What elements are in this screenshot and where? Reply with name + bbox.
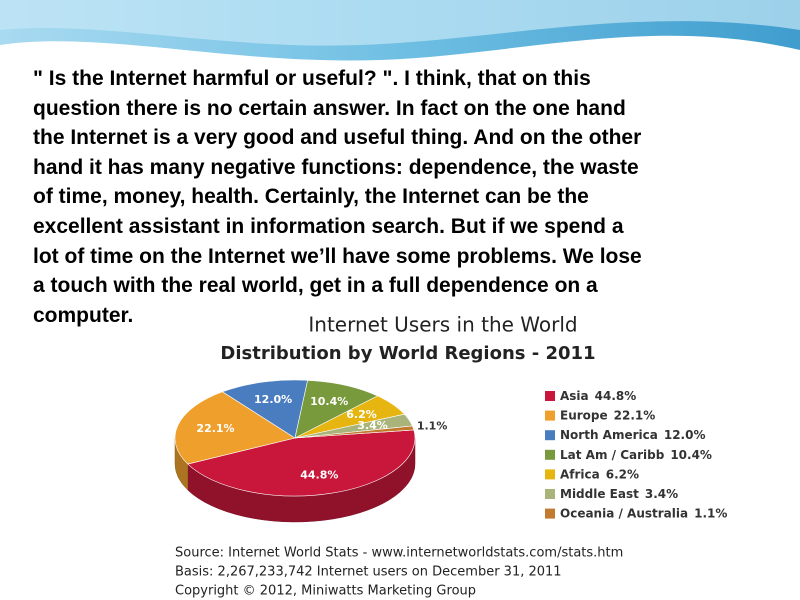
- text-line: question there is no certain answer. In …: [33, 96, 626, 120]
- legend-label: Africa 6.2%: [560, 467, 639, 481]
- text-line: hand it has many negative functions: dep…: [33, 155, 639, 179]
- chart-subtitle: Distribution by World Regions - 2011: [220, 343, 595, 364]
- legend-swatch: [545, 391, 555, 401]
- legend-value: 22.1%: [614, 408, 656, 422]
- text-line: a touch with the real world, get in a fu…: [33, 274, 598, 298]
- legend-label: Middle East 3.4%: [560, 487, 678, 501]
- legend-label: Lat Am / Caribb 10.4%: [560, 447, 712, 461]
- legend-category: Europe: [560, 408, 608, 422]
- text-line: the Internet is a very good and useful t…: [33, 126, 642, 150]
- legend-swatch: [545, 489, 555, 499]
- pie-slice: [221, 379, 308, 439]
- slice-label: 10.4%: [310, 395, 348, 408]
- pie-slice: [294, 425, 415, 439]
- slice-label: 22.1%: [196, 422, 234, 435]
- pie-slice: [187, 429, 416, 497]
- source-line: Source: Internet World Stats - www.inter…: [175, 546, 623, 561]
- source-line: Basis: 2,267,233,742 Internet users on D…: [175, 565, 562, 580]
- slice-label: 6.2%: [346, 408, 377, 421]
- legend-category: Lat Am / Caribb: [560, 447, 665, 461]
- legend-swatch: [545, 449, 555, 460]
- legend-value: 3.4%: [645, 487, 678, 501]
- legend-value: 10.4%: [670, 447, 712, 461]
- text-line: of time, money, health. Certainly, the I…: [33, 185, 589, 209]
- pie-slice: [294, 380, 379, 439]
- text-line: lot of time on the Internet we’ll have s…: [33, 244, 642, 268]
- legend-category: Middle East: [560, 487, 639, 501]
- legend-label: Oceania / Australia 1.1%: [560, 506, 727, 520]
- legend-category: Asia: [560, 389, 589, 403]
- legend-category: Africa: [560, 467, 600, 481]
- legend-swatch: [545, 430, 555, 441]
- text-line: " Is the Internet harmful or useful? ". …: [33, 67, 591, 90]
- pie-tops: [174, 379, 416, 497]
- slice-label: 1.1%: [417, 419, 448, 432]
- pie-slice: [174, 391, 296, 465]
- slice-label: 12.0%: [254, 393, 292, 406]
- chart-title: Internet Users in the World: [308, 313, 577, 337]
- legend-value: 12.0%: [664, 428, 706, 442]
- source-line: Copyright © 2012, Miniwatts Marketing Gr…: [175, 584, 476, 599]
- legend-value: 1.1%: [694, 506, 727, 520]
- legend-label: Asia 44.8%: [560, 389, 636, 403]
- slice-label: 3.4%: [357, 419, 388, 432]
- legend-swatch: [545, 508, 555, 519]
- legend-swatch: [545, 469, 555, 480]
- legend-value: 6.2%: [606, 467, 639, 481]
- text-line: computer.: [33, 303, 134, 327]
- header-waves: [0, 0, 800, 65]
- body-text: " Is the Internet harmful or useful? ". …: [33, 64, 642, 330]
- chart: Internet Users in the World Distribution…: [168, 305, 727, 600]
- text-line: excellent assistant in information searc…: [33, 214, 624, 238]
- legend-label: Europe 22.1%: [560, 408, 655, 422]
- legend-value: 44.8%: [595, 389, 637, 403]
- slice-label: 44.8%: [300, 469, 338, 482]
- legend-category: North America: [560, 428, 658, 442]
- legend-swatch: [545, 410, 555, 421]
- legend-category: Oceania / Australia: [560, 506, 688, 520]
- legend-label: North America 12.0%: [560, 428, 705, 442]
